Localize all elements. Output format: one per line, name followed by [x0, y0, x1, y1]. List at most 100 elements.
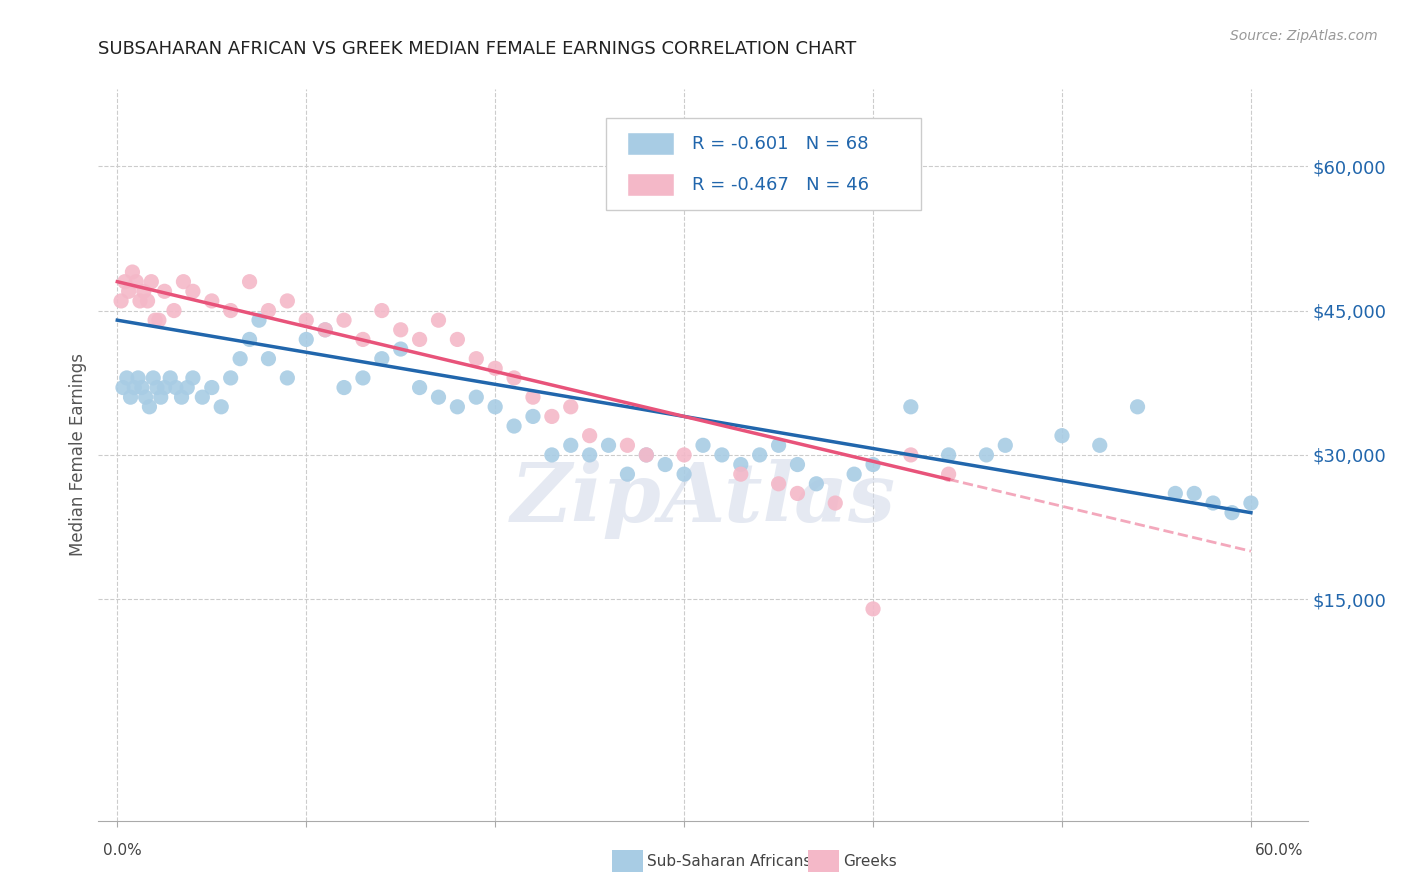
Point [142, 371, 165, 385]
Point [540, 448, 562, 462]
Point [143, 313, 166, 327]
Point [786, 458, 808, 472]
Text: ZipAtlas: ZipAtlas [510, 458, 896, 539]
Text: Sub-Saharan Africans: Sub-Saharan Africans [647, 855, 811, 869]
Point [598, 438, 620, 452]
Text: SUBSAHARAN AFRICAN VS GREEK MEDIAN FEMALE EARNINGS CORRELATION CHART: SUBSAHARAN AFRICAN VS GREEK MEDIAN FEMAL… [98, 40, 856, 58]
FancyBboxPatch shape [628, 133, 673, 155]
Point [994, 438, 1017, 452]
Point [389, 342, 412, 356]
Point [710, 448, 733, 462]
Point [484, 361, 506, 376]
Point [1182, 486, 1205, 500]
Point [636, 448, 658, 462]
Point [219, 303, 242, 318]
Point [181, 285, 204, 299]
Point [465, 351, 488, 366]
Point [654, 458, 676, 472]
Point [578, 428, 600, 442]
Point [616, 467, 638, 482]
Point [540, 409, 562, 424]
Point [114, 275, 136, 289]
Point [172, 275, 194, 289]
Point [503, 419, 526, 434]
Point [124, 380, 146, 394]
Point [229, 351, 252, 366]
Point [148, 313, 170, 327]
Point [153, 380, 176, 394]
Point [146, 380, 169, 394]
FancyBboxPatch shape [628, 174, 673, 196]
Point [239, 275, 262, 289]
Point [219, 371, 242, 385]
Point [163, 303, 186, 318]
Point [900, 448, 922, 462]
Point [1164, 486, 1187, 500]
Point [446, 400, 468, 414]
Point [191, 390, 214, 404]
Point [110, 293, 132, 308]
Point [842, 467, 865, 482]
Point [938, 467, 960, 482]
Point [141, 275, 163, 289]
Point [900, 400, 922, 414]
Point [136, 293, 159, 308]
Point [333, 380, 356, 394]
Point [560, 400, 582, 414]
Text: Greeks: Greeks [844, 855, 897, 869]
Point [976, 448, 998, 462]
Point [209, 400, 232, 414]
Point [862, 458, 884, 472]
Point [314, 323, 336, 337]
Point [118, 285, 141, 299]
Point [201, 293, 224, 308]
Point [132, 285, 155, 299]
Point [636, 448, 658, 462]
Point [673, 448, 696, 462]
Point [616, 438, 638, 452]
Point [125, 275, 148, 289]
Point [408, 380, 430, 394]
Point [1240, 496, 1263, 510]
Point [176, 380, 198, 394]
Point [560, 438, 582, 452]
Point [352, 333, 374, 347]
Point [201, 380, 224, 394]
Point [333, 313, 356, 327]
Text: R = -0.601   N = 68: R = -0.601 N = 68 [692, 135, 869, 153]
Point [165, 380, 187, 394]
Point [748, 448, 770, 462]
Point [371, 303, 394, 318]
Point [1050, 428, 1073, 442]
Point [153, 285, 176, 299]
Point [159, 371, 181, 385]
Point [170, 390, 193, 404]
Point [427, 390, 450, 404]
Point [786, 486, 808, 500]
Point [257, 351, 280, 366]
Point [127, 371, 149, 385]
Point [352, 371, 374, 385]
Point [522, 409, 544, 424]
Point [806, 476, 828, 491]
Point [578, 448, 600, 462]
Point [862, 602, 884, 616]
Point [503, 371, 526, 385]
Point [1126, 400, 1149, 414]
Point [427, 313, 450, 327]
Point [730, 458, 752, 472]
Text: 60.0%: 60.0% [1256, 843, 1303, 858]
Point [484, 400, 506, 414]
Point [135, 390, 157, 404]
Point [295, 313, 318, 327]
Point [1202, 496, 1225, 510]
Point [522, 390, 544, 404]
Point [1088, 438, 1111, 452]
Point [247, 313, 270, 327]
Text: R = -0.467   N = 46: R = -0.467 N = 46 [692, 177, 869, 194]
Point [120, 390, 142, 404]
Point [314, 323, 336, 337]
Point [446, 333, 468, 347]
Point [131, 380, 153, 394]
Point [138, 400, 160, 414]
